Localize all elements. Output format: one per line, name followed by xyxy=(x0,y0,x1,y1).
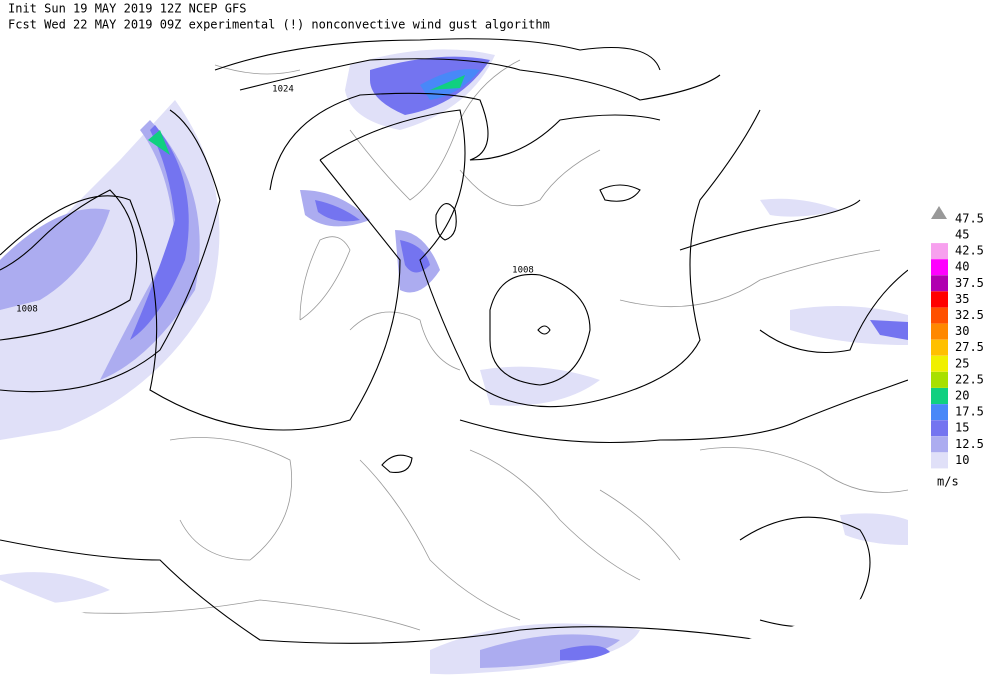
legend-swatch xyxy=(931,227,948,243)
legend-swatch xyxy=(931,452,948,469)
legend-label: 10 xyxy=(955,453,969,467)
legend-label: 12.5 xyxy=(955,437,984,451)
legend-swatch xyxy=(931,404,948,421)
legend-label: 40 xyxy=(955,260,969,274)
legend-swatch xyxy=(931,436,948,453)
legend-label: 15 xyxy=(955,421,969,435)
isobars xyxy=(0,38,908,644)
legend-swatch xyxy=(931,420,948,437)
legend-swatch xyxy=(931,243,948,260)
legend-label: 42.5 xyxy=(955,244,984,258)
legend-label: 35 xyxy=(955,292,969,306)
legend-label: 30 xyxy=(955,324,969,338)
legend-swatch xyxy=(931,307,948,324)
legend-swatch xyxy=(931,259,948,276)
gust-shading xyxy=(0,49,908,675)
header-line: Fcst Wed 22 MAY 2019 09Z experimental (!… xyxy=(8,18,550,32)
legend-label: 17.5 xyxy=(955,405,984,419)
legend-triangle xyxy=(931,206,947,219)
legend-swatch xyxy=(931,355,948,372)
legend-swatch xyxy=(931,291,948,308)
legend-label: 32.5 xyxy=(955,308,984,322)
contour-label: 1024 xyxy=(272,85,294,95)
legend-swatch xyxy=(931,323,948,340)
map: 1024 1008 1008 xyxy=(0,38,908,675)
legend-label: 27.5 xyxy=(955,340,984,354)
legend-unit: m/s xyxy=(937,475,959,489)
coastlines xyxy=(39,59,908,631)
legend-label: 25 xyxy=(955,356,969,370)
legend-label: 45 xyxy=(955,228,969,242)
header-line: Init Sun 19 MAY 2019 12Z NCEP GFS xyxy=(8,2,246,16)
legend-label: 20 xyxy=(955,389,969,403)
contour-label: 1008 xyxy=(512,266,534,276)
contour-labels: 1024 1008 1008 xyxy=(16,85,534,315)
legend-swatch xyxy=(931,275,948,292)
legend-label: 37.5 xyxy=(955,276,984,290)
legend-label: 47.5 xyxy=(955,212,984,226)
legend-swatch xyxy=(931,388,948,404)
legend-label: 22.5 xyxy=(955,372,984,386)
legend-swatch xyxy=(931,371,948,388)
legend: 47.5 m/s 45 42.5 40 37.5 35 32.5 30 27.5 25 22.5 2… xyxy=(931,206,984,489)
legend-swatch xyxy=(931,339,948,356)
contour-label: 1008 xyxy=(16,305,38,315)
